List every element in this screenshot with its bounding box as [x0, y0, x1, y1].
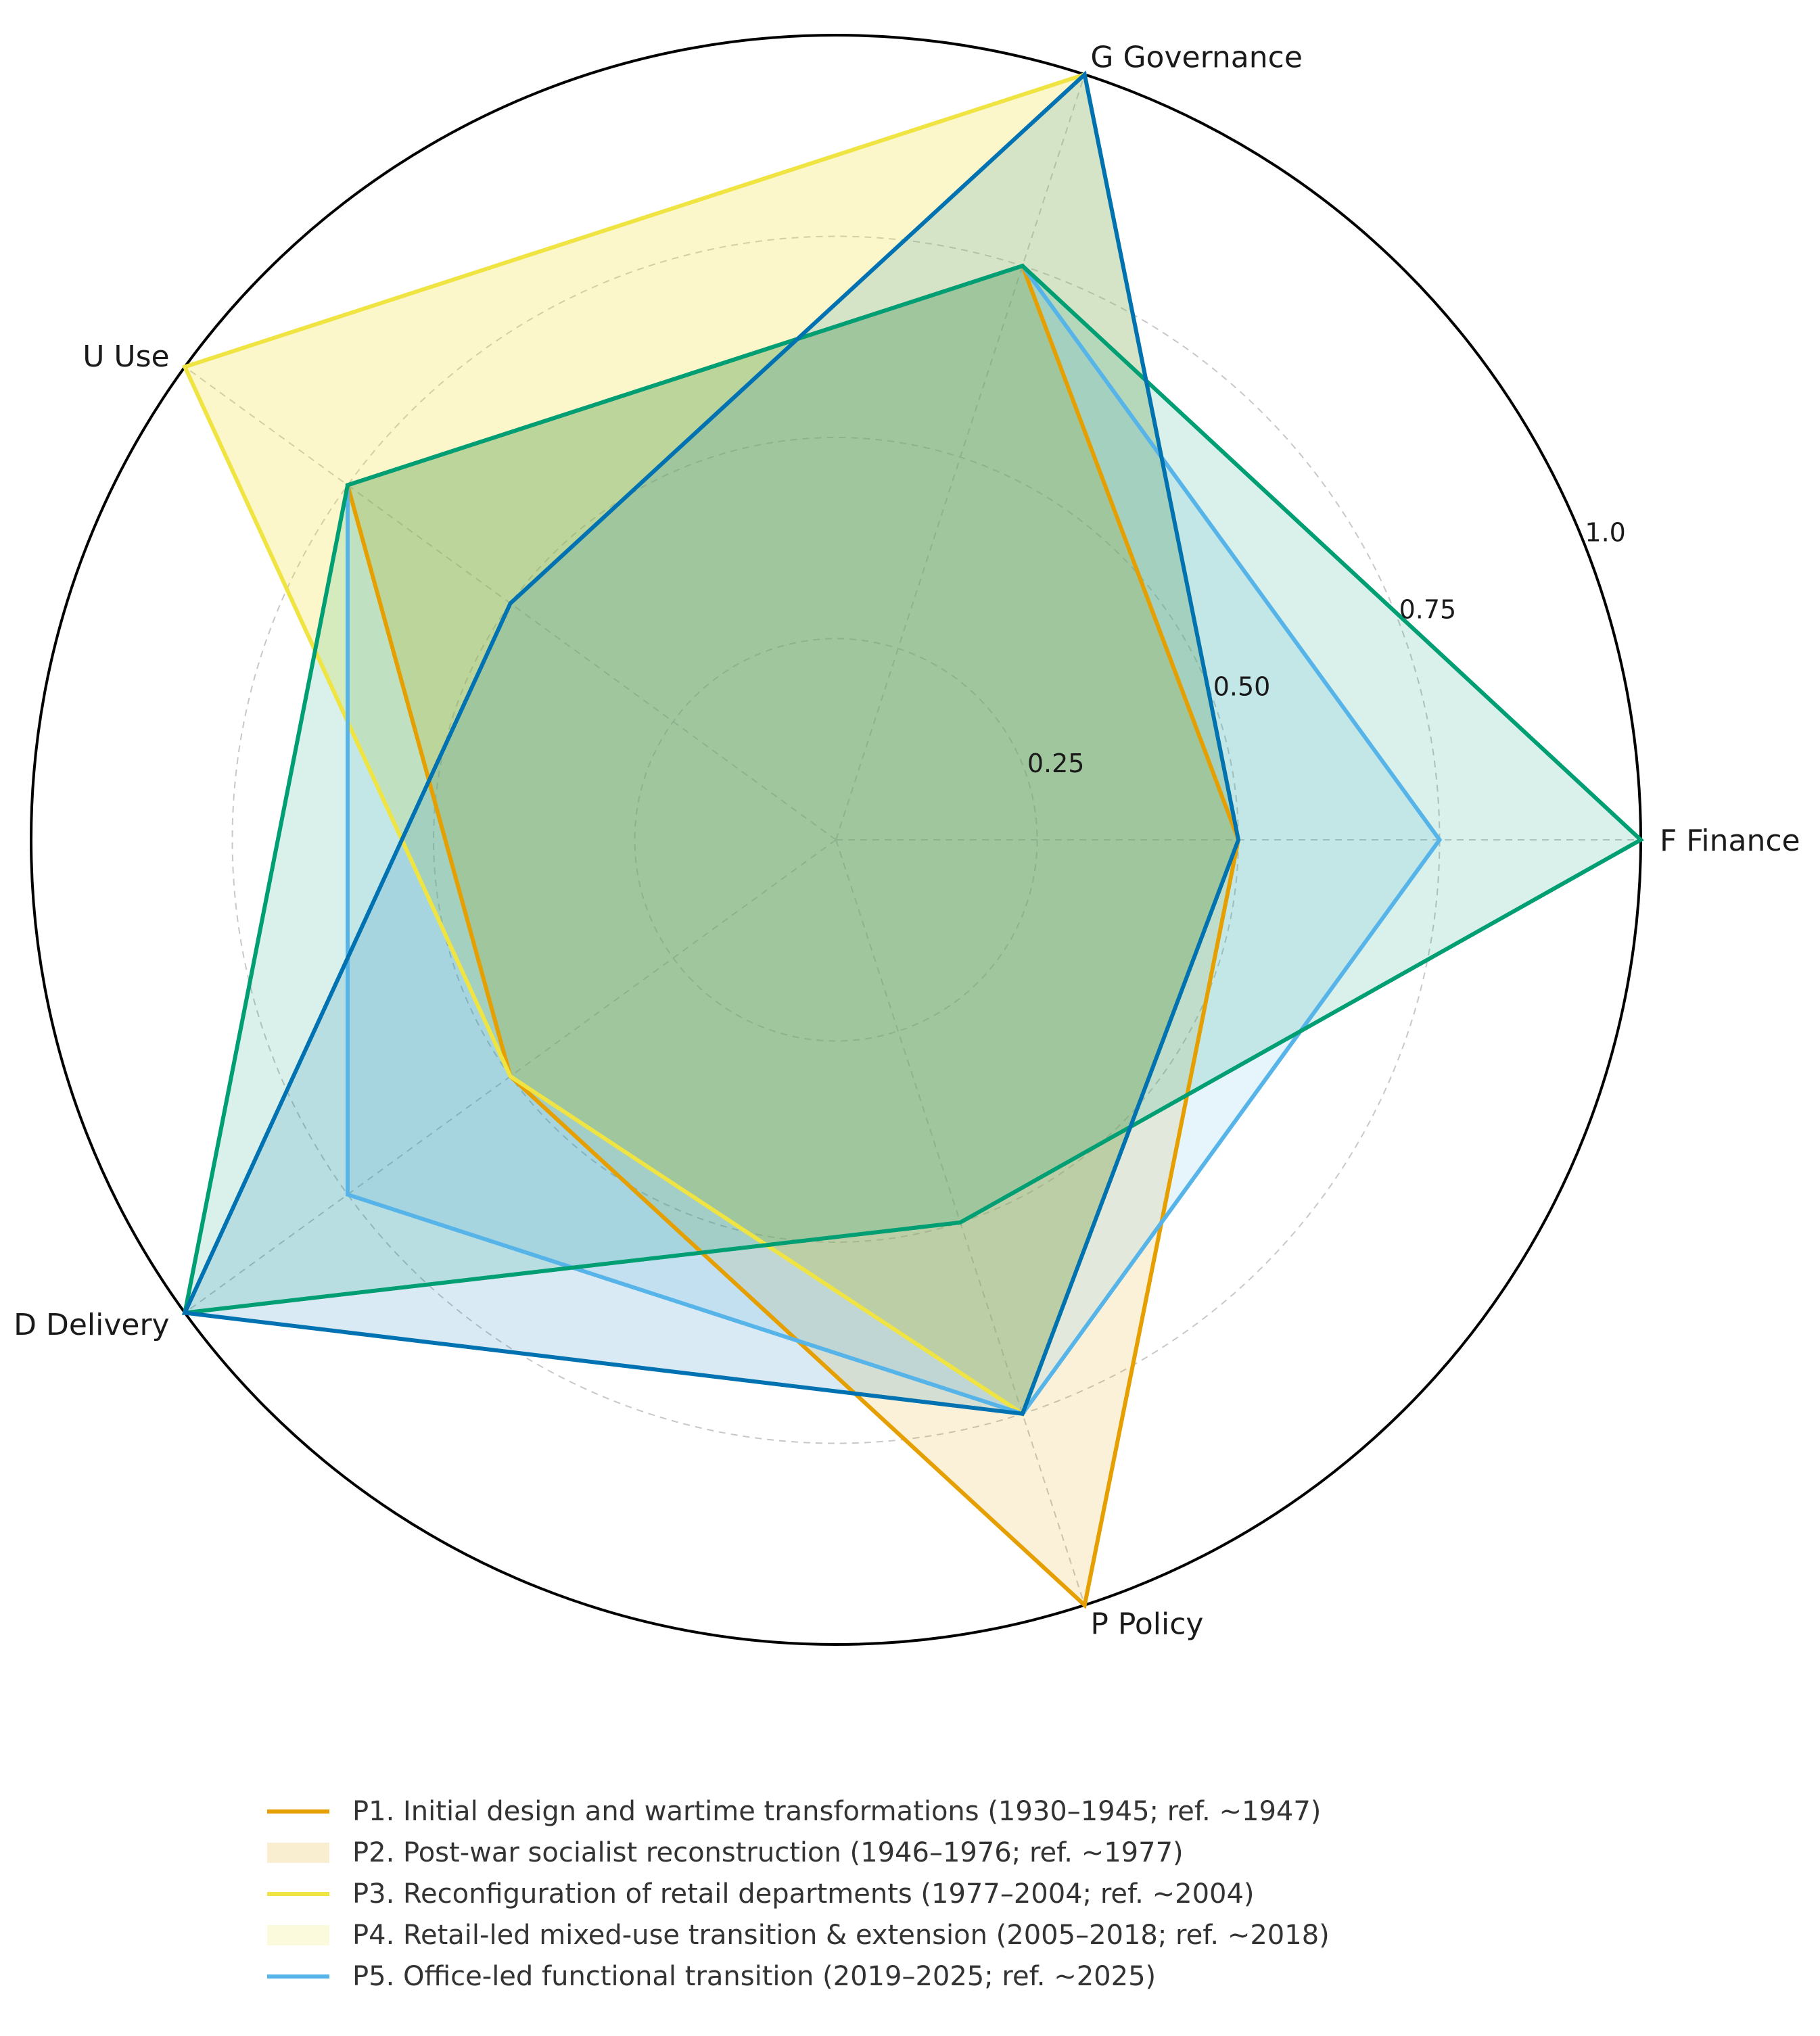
legend-label: P1. Initial design and wartime transform…	[352, 1795, 1322, 1827]
chart-legend: P1. Initial design and wartime transform…	[267, 1791, 1330, 1997]
series-area	[185, 74, 1238, 1414]
legend-item: P2. Post-war socialist reconstruction (1…	[267, 1832, 1330, 1873]
series-line	[182, 263, 1645, 1315]
axis-label: U Use	[83, 339, 169, 374]
radar-series	[181, 70, 1645, 1609]
series-area	[348, 266, 1238, 1414]
legend-label: P4. Retail-led mixed-use transition & ex…	[352, 1919, 1330, 1951]
axis-label: F Finance	[1660, 824, 1800, 858]
radial-tick-label: 0.75	[1399, 594, 1457, 624]
series-area	[185, 266, 1641, 1313]
legend-swatch	[267, 1974, 329, 1979]
series-area	[348, 266, 1440, 1414]
legend-label: P3. Reconfiguration of retail department…	[352, 1878, 1255, 1910]
legend-item: P3. Reconfiguration of retail department…	[267, 1873, 1330, 1914]
radar-labels: 0.25 0.50 0.75 1.0 F Finance G Governance U Us…	[14, 41, 1800, 1642]
grid-spoke	[835, 74, 1086, 841]
series-line	[346, 263, 1443, 1417]
legend-item: P4. Retail-led mixed-use transition & ex…	[267, 1914, 1330, 1956]
series-area	[185, 74, 1238, 1414]
legend-swatch	[267, 1891, 329, 1896]
radial-tick-label: 1.0	[1585, 518, 1625, 548]
legend-swatch	[267, 1924, 329, 1945]
series-line	[181, 70, 1241, 1417]
legend-swatch	[267, 1809, 329, 1814]
series-area	[185, 74, 1238, 1414]
axis-label: D Delivery	[14, 1308, 170, 1342]
axis-label: P Policy	[1090, 1607, 1203, 1641]
series-area	[348, 266, 1238, 1605]
legend-item: P1. Initial design and wartime transform…	[267, 1791, 1330, 1832]
legend-item: P5. Office-led functional transition (20…	[267, 1956, 1330, 1997]
radial-tick-label: 0.50	[1213, 671, 1271, 701]
legend-label: P2. Post-war socialist reconstruction (1…	[352, 1837, 1184, 1868]
radial-tick-label: 0.25	[1027, 749, 1085, 778]
legend-label: P5. Office-led functional transition (20…	[352, 1960, 1157, 1992]
axis-label: G Governance	[1090, 41, 1303, 75]
legend-swatch	[267, 1842, 329, 1863]
